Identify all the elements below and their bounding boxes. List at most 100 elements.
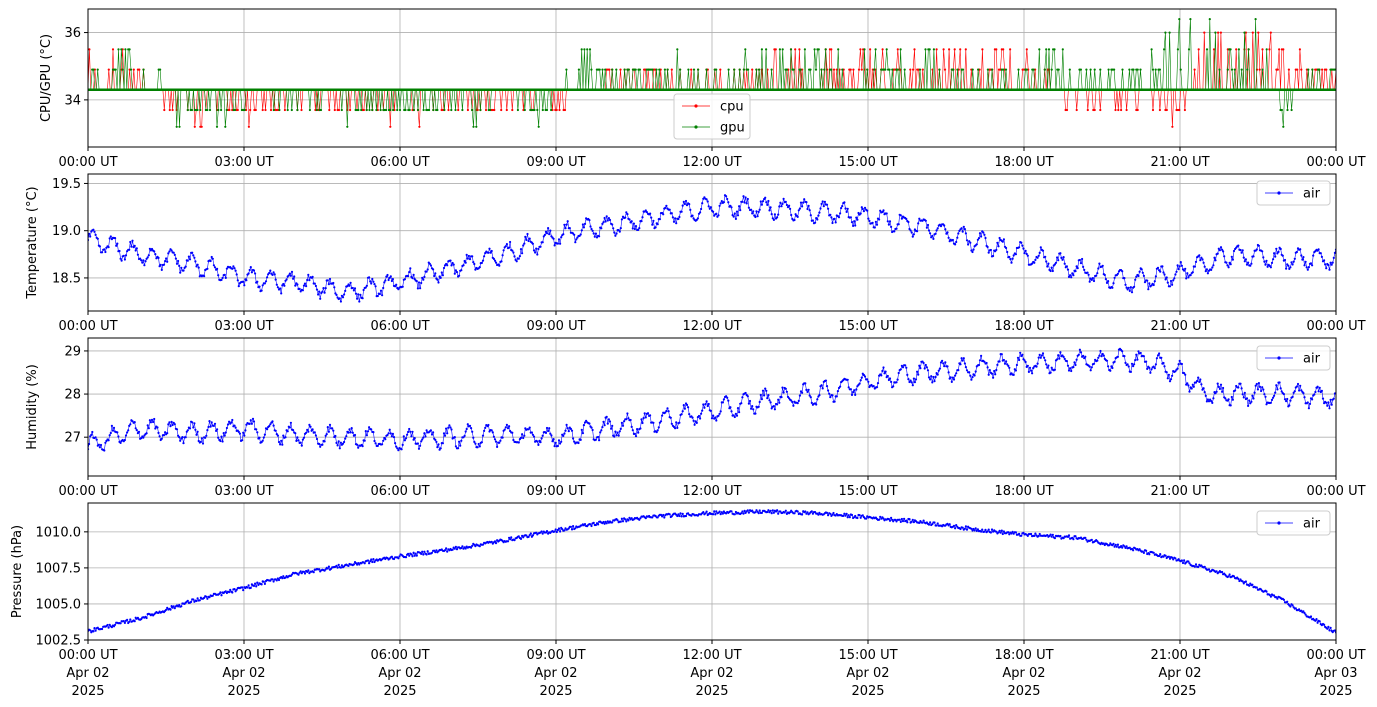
data-point [998,360,1001,363]
data-point [722,201,726,204]
data-point [196,263,199,266]
data-point [498,441,501,444]
data-point [339,566,342,569]
data-point [1050,266,1053,269]
data-point [1158,352,1161,355]
data-point [307,430,310,433]
data-point [759,393,762,397]
data-point [269,269,272,272]
data-point [856,516,859,520]
data-point [493,540,497,543]
data-point [732,215,735,218]
data-point [1056,256,1059,259]
data-point [766,510,769,514]
data-point [1065,108,1069,112]
data-point [432,268,435,271]
data-point [719,410,722,413]
data-point [107,246,110,249]
data-point [108,434,111,437]
data-point [98,446,101,449]
data-point [1107,68,1110,71]
data-point [505,108,508,112]
data-point [416,442,419,445]
data-point [389,125,392,128]
data-point [1123,355,1126,358]
data-point [1025,48,1028,51]
data-point [947,236,950,239]
data-point [919,367,922,370]
data-point [139,257,142,260]
data-point [899,214,902,217]
data-point [254,108,257,112]
data-point [1095,274,1098,277]
data-point [1218,249,1221,252]
data-point [1264,263,1267,266]
data-point [621,520,625,523]
data-point [622,88,625,91]
data-point [683,407,687,410]
data-point [701,409,704,412]
data-point [210,421,213,424]
data-point [636,428,639,431]
data-point [1167,373,1170,376]
data-point [490,249,493,253]
data-point [534,251,537,254]
data-point [777,88,780,91]
data-point [986,245,989,249]
data-point [1133,88,1136,91]
data-point [768,399,771,402]
data-point [221,440,224,443]
data-point [381,443,384,446]
data-point [224,431,227,434]
data-point [341,296,345,299]
data-point [590,227,593,231]
data-point [959,363,962,366]
data-point [918,364,921,367]
data-point [349,431,352,434]
data-point [1252,397,1255,400]
data-point [742,68,746,71]
data-point [327,430,330,433]
data-point [820,68,823,71]
data-point [415,554,418,557]
data-point [958,229,961,232]
data-point [1022,247,1025,250]
data-point [442,432,446,435]
data-point [447,426,450,429]
data-point [1299,384,1302,387]
data-point [796,402,799,405]
data-point [998,236,1001,240]
data-point [616,519,619,522]
data-point [171,423,174,427]
y-tick-label: 27 [64,431,81,446]
data-point [1140,268,1143,271]
data-point [188,427,192,430]
data-point [1072,366,1075,369]
data-point [680,515,683,518]
data-point [569,525,573,528]
data-point [788,204,791,207]
data-point [353,287,357,290]
data-point [397,557,400,560]
data-point [1128,289,1131,292]
data-point [557,527,561,530]
data-point [656,88,660,91]
data-point [340,564,343,567]
data-point [896,68,899,71]
data-point [1113,360,1116,363]
data-point [726,396,729,399]
data-point [182,269,185,272]
data-point [179,271,182,274]
data-point [738,68,741,71]
data-point [1288,404,1291,407]
data-point [223,273,226,276]
data-point [339,88,342,91]
data-point [450,264,453,267]
data-point [464,261,467,264]
data-point [234,426,237,429]
data-point [944,228,947,231]
data-point [1174,370,1177,373]
data-point [199,108,202,112]
data-point [408,427,411,431]
data-point [961,68,965,71]
